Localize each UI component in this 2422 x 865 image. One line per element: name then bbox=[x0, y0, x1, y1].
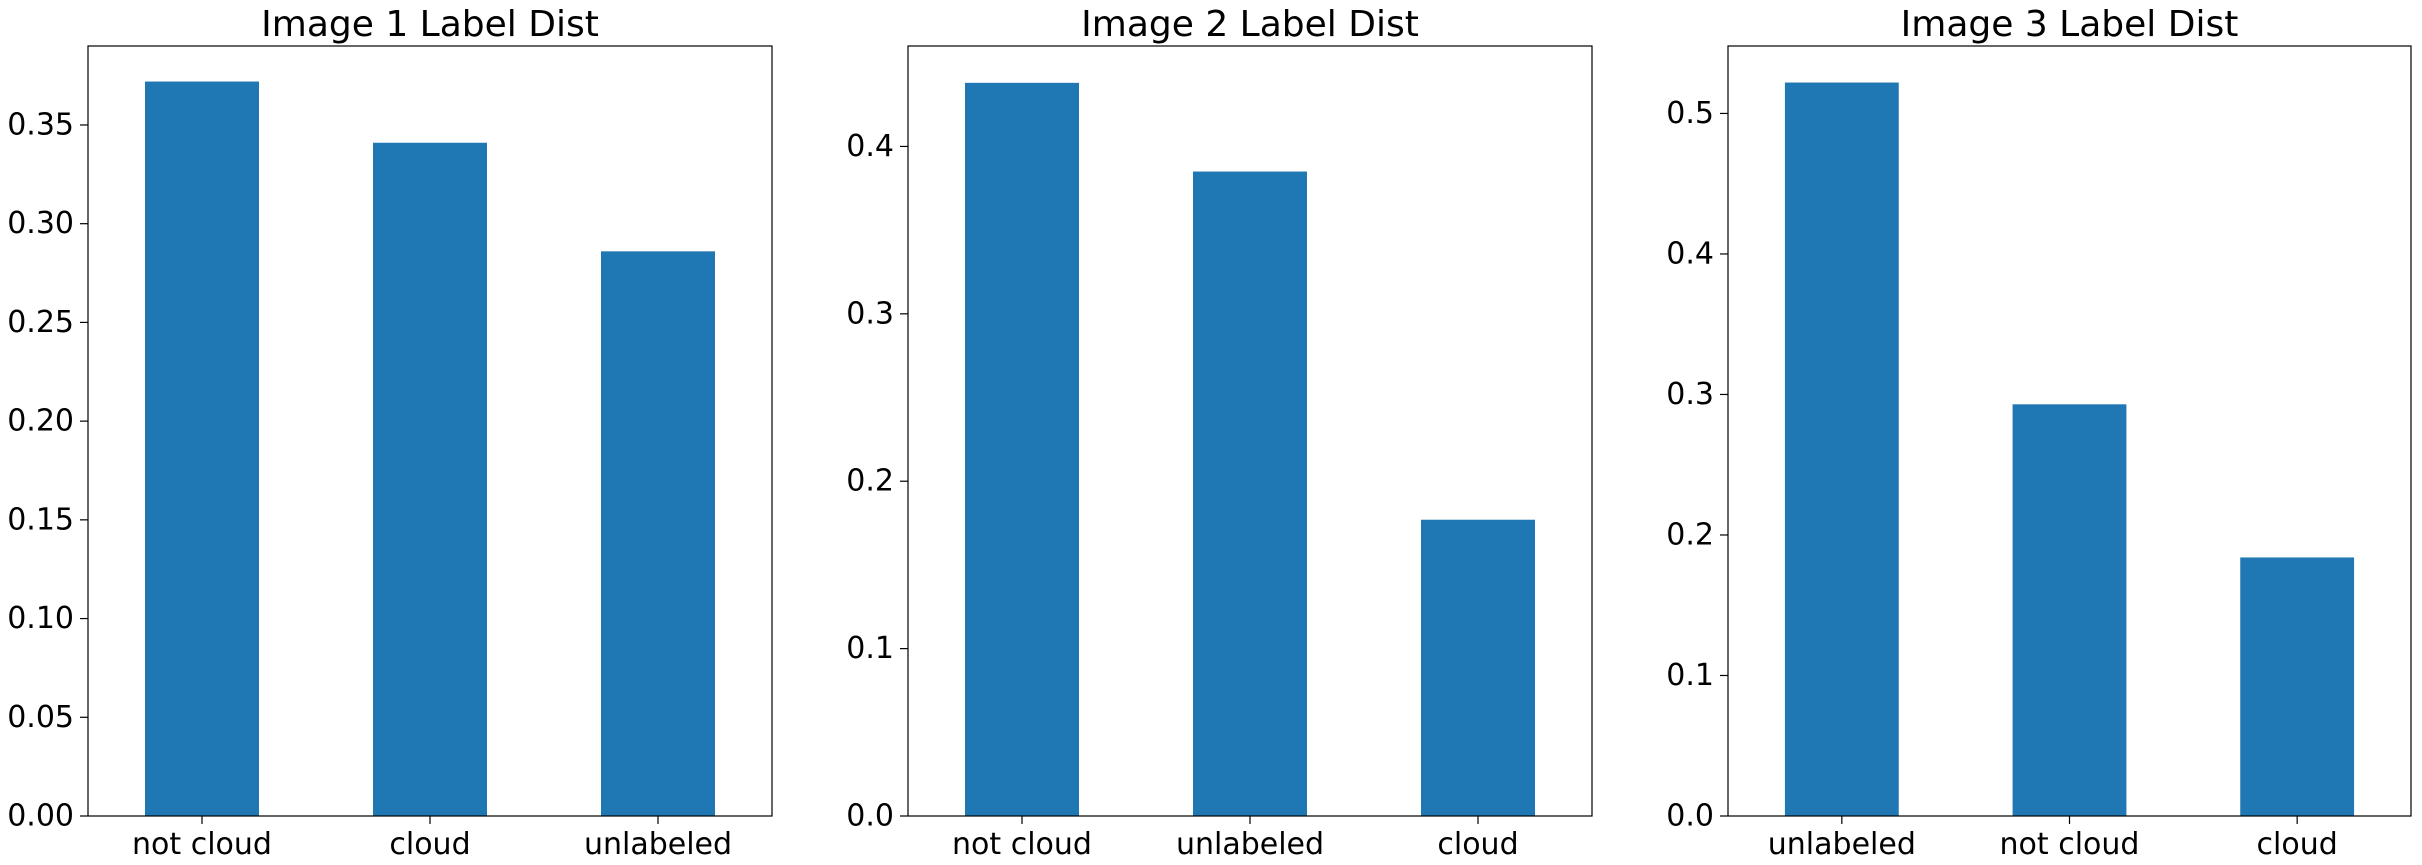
y-tick-label: 0.15 bbox=[7, 502, 74, 537]
chart-title: Image 1 Label Dist bbox=[261, 4, 599, 45]
x-tick-label: not cloud bbox=[2000, 827, 2140, 862]
bar-cloud bbox=[2240, 557, 2355, 816]
bar-cloud bbox=[1421, 519, 1535, 816]
x-tick-label: not cloud bbox=[952, 827, 1092, 862]
chart-panel-3: 0.0 0.1 0.2 0.3 0.4 0.5 unlabeled not cloud clou… bbox=[1666, 4, 2412, 862]
x-tick-label: unlabeled bbox=[1176, 827, 1324, 862]
x-tick-label: cloud bbox=[2257, 827, 2338, 862]
x-tick-label: not cloud bbox=[132, 827, 272, 862]
bar-not-cloud bbox=[145, 81, 259, 817]
y-tick-label: 0.5 bbox=[1666, 96, 1714, 131]
y-tick-label: 0.4 bbox=[1666, 236, 1714, 271]
y-tick-label: 0.0 bbox=[1666, 799, 1714, 834]
y-tick-label: 0.30 bbox=[7, 206, 74, 241]
bar-cloud bbox=[373, 142, 487, 816]
bar-unlabeled bbox=[601, 251, 715, 817]
chart-panel-2: 0.0 0.1 0.2 0.3 0.4 not cloud unlabeled cloud Im… bbox=[846, 4, 1593, 862]
y-tick-label: 0.10 bbox=[7, 601, 74, 636]
y-tick-label: 0.3 bbox=[1666, 377, 1714, 412]
chart-title: Image 2 Label Dist bbox=[1081, 4, 1419, 45]
x-tick-label: unlabeled bbox=[584, 827, 732, 862]
y-tick-label: 0.4 bbox=[846, 129, 894, 164]
y-tick-label: 0.00 bbox=[7, 799, 74, 834]
y-tick-label: 0.1 bbox=[846, 631, 894, 666]
y-tick-label: 0.35 bbox=[7, 107, 74, 142]
chart-panel-1: 0.00 0.05 0.10 0.15 0.20 0.25 0.30 0.35 not clou… bbox=[7, 4, 773, 862]
x-tick-label: cloud bbox=[1437, 827, 1518, 862]
y-tick-label: 0.3 bbox=[846, 296, 894, 331]
bar-not-cloud bbox=[2012, 404, 2127, 816]
bar-unlabeled bbox=[1193, 171, 1307, 817]
bar-unlabeled bbox=[1784, 82, 1899, 817]
y-tick-label: 0.05 bbox=[7, 700, 74, 735]
chart-title: Image 3 Label Dist bbox=[1901, 4, 2239, 45]
x-tick-label: cloud bbox=[389, 827, 470, 862]
y-tick-label: 0.2 bbox=[846, 464, 894, 499]
bar-not-cloud bbox=[965, 82, 1079, 816]
y-tick-label: 0.0 bbox=[846, 799, 894, 834]
y-tick-label: 0.20 bbox=[7, 404, 74, 439]
x-tick-label: unlabeled bbox=[1768, 827, 1916, 862]
y-tick-label: 0.2 bbox=[1666, 517, 1714, 552]
y-tick-label: 0.1 bbox=[1666, 658, 1714, 693]
y-tick-label: 0.25 bbox=[7, 305, 74, 340]
